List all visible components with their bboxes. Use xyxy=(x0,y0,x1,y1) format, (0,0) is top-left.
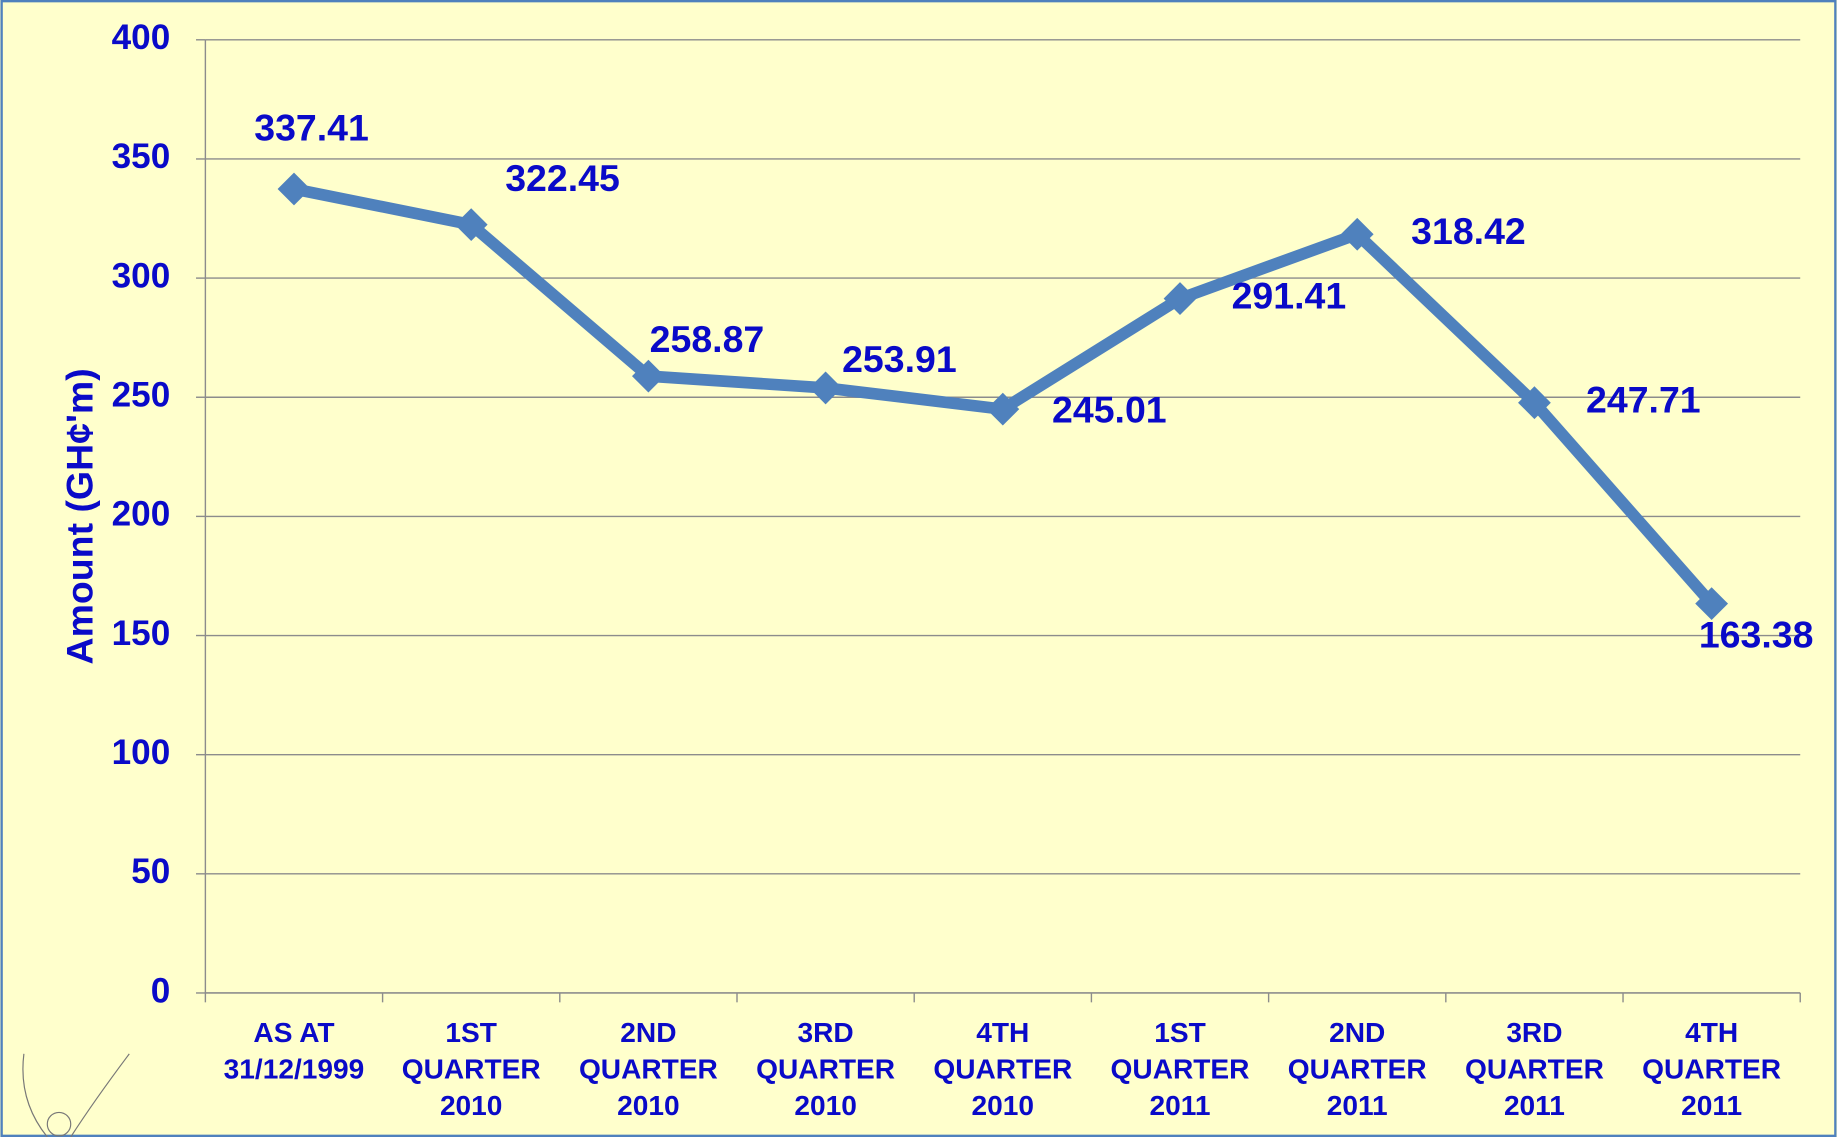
marker xyxy=(632,359,665,393)
data-label: 258.87 xyxy=(650,318,765,360)
x-tick-label: 1ST QUARTER 2011 xyxy=(1111,1017,1250,1121)
x-tick-label: 1ST QUARTER 2010 xyxy=(402,1017,541,1121)
x-tick-label: 2ND QUARTER 2011 xyxy=(1288,1017,1427,1121)
y-tick-label: 200 xyxy=(112,495,171,534)
y-tick-label: 400 xyxy=(112,18,171,57)
data-label: 163.38 xyxy=(1699,614,1814,656)
y-tick-label: 300 xyxy=(112,256,171,295)
y-tick-label: 350 xyxy=(112,137,171,176)
data-label: 318.42 xyxy=(1411,210,1526,252)
marker xyxy=(454,208,488,241)
marker xyxy=(986,392,1020,426)
marker xyxy=(1340,217,1374,251)
data-label: 322.45 xyxy=(505,157,620,199)
x-tick-label: 2ND QUARTER 2010 xyxy=(579,1017,718,1121)
data-label: 245.01 xyxy=(1052,389,1167,431)
data-label: 291.41 xyxy=(1232,274,1347,316)
y-tick-label: 50 xyxy=(131,852,170,891)
y-tick-label: 250 xyxy=(112,376,171,415)
y-tick-label: 100 xyxy=(112,733,171,772)
x-tick-label: 4TH QUARTER 2011 xyxy=(1642,1017,1781,1121)
logo xyxy=(22,1053,130,1137)
data-label: 253.91 xyxy=(842,338,957,380)
data-label: 247.71 xyxy=(1586,379,1701,421)
x-tick-label: 3RD QUARTER 2010 xyxy=(756,1017,895,1121)
y-tick-label: 0 xyxy=(151,971,171,1010)
x-tick-label: AS AT 31/12/1999 xyxy=(224,1017,365,1084)
data-label: 337.41 xyxy=(254,106,369,148)
marker xyxy=(1518,386,1551,420)
marker xyxy=(809,371,842,405)
x-tick-label: 3RD QUARTER 2011 xyxy=(1465,1017,1604,1121)
y-axis-title: Amount (GH¢'m) xyxy=(58,368,100,664)
x-tick-label: 4TH QUARTER 2010 xyxy=(933,1017,1072,1121)
marker xyxy=(1695,587,1729,621)
y-tick-label: 150 xyxy=(112,614,171,653)
